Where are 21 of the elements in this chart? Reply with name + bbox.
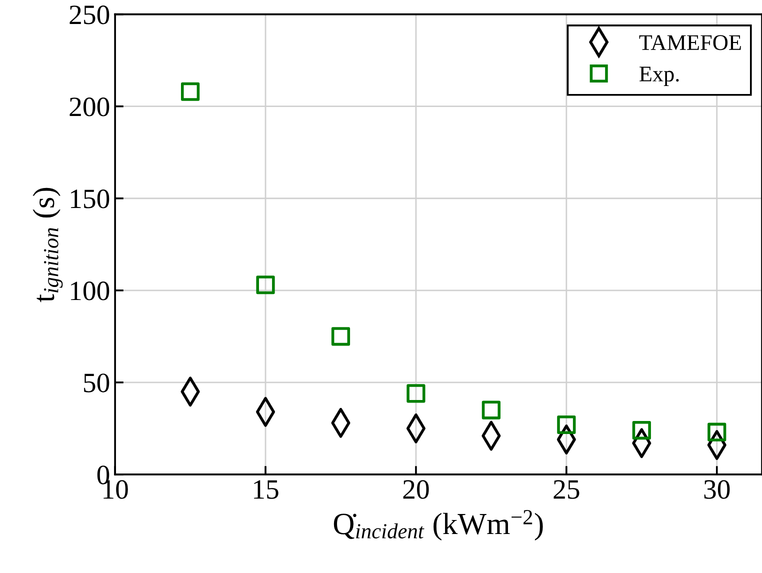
y-tick-label: 150 bbox=[70, 190, 110, 208]
x-tick-label: 25 bbox=[554, 480, 580, 499]
point bbox=[708, 422, 726, 442]
x-tick-label: 30 bbox=[704, 480, 730, 499]
y-tick-label: 200 bbox=[70, 98, 110, 116]
point bbox=[331, 327, 350, 346]
y-axis-title: t$_{ignition}$ (s) bbox=[32, 188, 63, 302]
legend-label: Exp. bbox=[639, 66, 679, 86]
point bbox=[482, 400, 500, 420]
x-tick-label: 20 bbox=[403, 480, 429, 499]
legend-label: TAMEFOE bbox=[639, 35, 741, 50]
x-axis-title: Q̇$_{incident}$ (kWm$^{−2}$) bbox=[334, 510, 543, 541]
y-tick-label: 100 bbox=[70, 282, 110, 300]
point bbox=[632, 420, 651, 440]
point bbox=[180, 82, 200, 101]
x-tick-label: 15 bbox=[254, 480, 278, 499]
point bbox=[406, 384, 426, 403]
y-tick-label: 50 bbox=[84, 374, 110, 392]
point bbox=[557, 415, 576, 434]
point bbox=[256, 276, 275, 294]
y-tick-label: 250 bbox=[70, 5, 110, 24]
